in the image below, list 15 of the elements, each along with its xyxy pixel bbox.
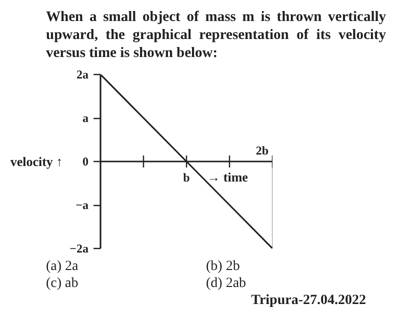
text: (a) 2a <box>46 258 80 276</box>
text: Tripura-27.04.2022 <box>250 292 366 310</box>
text: (b) 2b <box>206 258 241 276</box>
y-tick-label: 2a <box>76 68 88 82</box>
text: (d) 2ab <box>206 275 248 292</box>
x-tick-label: b <box>183 170 190 185</box>
y-tick-label: 0 <box>82 154 88 169</box>
y-tick-label: −2a <box>70 242 89 256</box>
x-tick-label: 2b <box>256 144 269 158</box>
text: (c) ab <box>46 275 80 292</box>
y-tick-label: a <box>82 111 88 126</box>
chart-title: When a small object of mass m is thrown vertically upward, the graphical representation of its velocity versus time is shown below: <box>46 8 386 62</box>
y-tick-label: −a <box>76 198 89 212</box>
x-axis-title: → time <box>207 170 248 185</box>
y-axis-title: velocity ↑ <box>10 154 63 170</box>
